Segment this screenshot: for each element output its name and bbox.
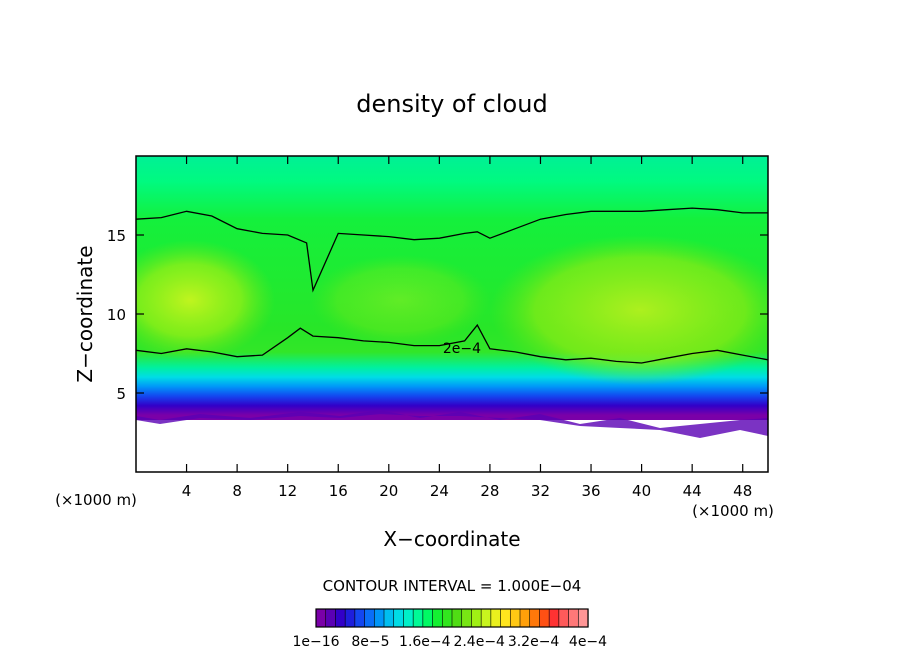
colorbar-swatch bbox=[403, 608, 414, 628]
colorbar-swatch bbox=[383, 608, 395, 628]
colorbar-swatch bbox=[577, 608, 589, 628]
colorbar-swatch bbox=[509, 608, 521, 628]
colorbar-swatch bbox=[451, 608, 463, 628]
x-tick-label: 16 bbox=[329, 482, 348, 500]
colorbar-label: 2.4e−4 bbox=[453, 634, 505, 650]
colorbar-swatch bbox=[519, 608, 531, 628]
x-tick-label: 20 bbox=[379, 482, 398, 500]
colorbar-swatch bbox=[480, 608, 492, 628]
colorbar-frame bbox=[315, 608, 589, 628]
colorbar-swatch bbox=[364, 608, 375, 628]
y-tick-label: 5 bbox=[116, 385, 126, 403]
x-tick-label: 44 bbox=[683, 482, 702, 500]
colorbar-label: 4e−4 bbox=[569, 634, 607, 650]
colorbar-swatch bbox=[441, 608, 453, 628]
colorbar-swatch bbox=[432, 608, 443, 628]
colorbar-label: 8e−5 bbox=[351, 634, 389, 650]
x-tick-label: 40 bbox=[632, 482, 651, 500]
colorbar-swatch bbox=[539, 608, 550, 628]
colorbar-labels: 1e−16 8e−5 1.6e−4 2.4e−4 3.2e−4 4e−4 bbox=[292, 634, 607, 650]
cloud-base-fringe bbox=[136, 410, 768, 438]
colorbar-swatch bbox=[461, 608, 473, 628]
colorbar-swatch bbox=[335, 608, 346, 628]
core-left bbox=[136, 240, 275, 360]
colorbar-swatch bbox=[412, 608, 424, 628]
x-axis-label: X−coordinate bbox=[383, 527, 520, 551]
core-right bbox=[490, 235, 768, 385]
x-tick-label: 48 bbox=[733, 482, 752, 500]
colorbar-swatch bbox=[393, 608, 405, 628]
x-tick-label: 4 bbox=[182, 482, 192, 500]
colorbar-swatch bbox=[490, 608, 502, 628]
colorbar-swatch bbox=[325, 608, 337, 628]
colorbar-label: 1e−16 bbox=[292, 634, 339, 650]
x-axis-ticks: 4 8 12 16 20 24 28 32 36 40 44 48 bbox=[182, 156, 752, 500]
x-tick-label: 8 bbox=[232, 482, 242, 500]
y-axis-ticks: 5 10 15 bbox=[107, 227, 768, 403]
colorbar-swatch bbox=[373, 608, 385, 628]
contour-line bbox=[136, 207, 768, 293]
x-unit-left: (×1000 m) bbox=[55, 491, 137, 509]
colorbar-swatch bbox=[548, 608, 560, 628]
colorbar-swatch bbox=[315, 608, 327, 628]
x-tick-label: 32 bbox=[531, 482, 550, 500]
field-layer: 2e−4 bbox=[136, 156, 768, 472]
x-unit-right: (×1000 m) bbox=[692, 502, 774, 520]
contour-lines: 2e−4 bbox=[136, 207, 768, 364]
chart-title: density of cloud bbox=[356, 90, 547, 118]
colorbar-swatch bbox=[422, 608, 434, 628]
contour-interval: CONTOUR INTERVAL = 1.000E−04 bbox=[323, 577, 582, 595]
colorbar-swatch bbox=[471, 608, 482, 628]
contour-label: 2e−4 bbox=[443, 341, 481, 357]
x-tick-label: 12 bbox=[278, 482, 297, 500]
colorbar-swatch bbox=[558, 608, 570, 628]
colorbar-label: 3.2e−4 bbox=[508, 634, 560, 650]
x-tick-label: 24 bbox=[430, 482, 449, 500]
colorbar-swatch bbox=[529, 608, 541, 628]
contour-line bbox=[136, 323, 768, 364]
y-tick-label: 10 bbox=[107, 306, 126, 324]
colorbar-swatch bbox=[568, 608, 579, 628]
colorbar-swatch bbox=[344, 608, 356, 628]
colorbar bbox=[315, 608, 589, 628]
x-tick-label: 28 bbox=[480, 482, 499, 500]
colorbar-swatch bbox=[354, 608, 366, 628]
x-tick-label: 36 bbox=[581, 482, 600, 500]
y-axis-label: Z−coordinate bbox=[73, 245, 97, 382]
core-mid bbox=[310, 255, 490, 345]
y-tick-label: 15 bbox=[107, 227, 126, 245]
colorbar-label: 1.6e−4 bbox=[399, 634, 451, 650]
colorbar-swatch bbox=[500, 608, 511, 628]
